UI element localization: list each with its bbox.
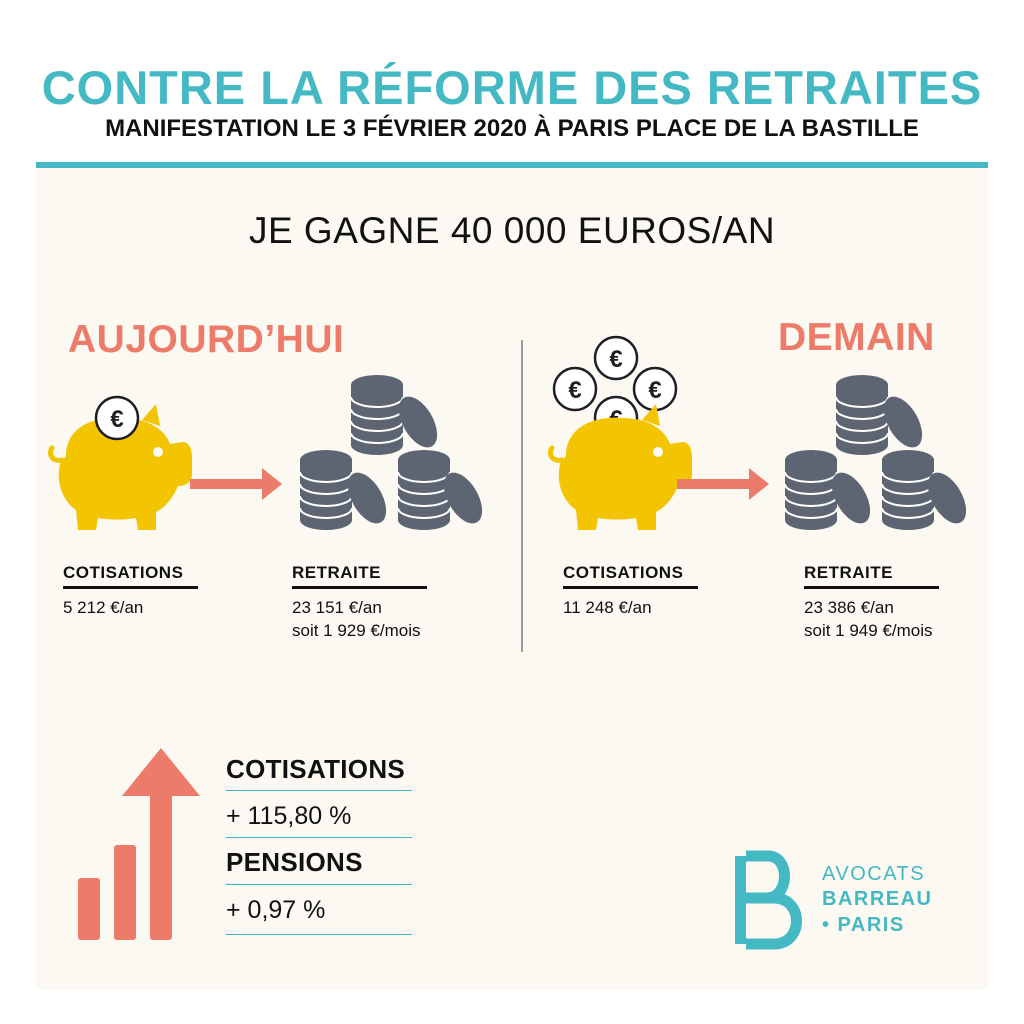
svg-text:€: €	[110, 406, 123, 433]
summary-contributions-label: COTISATIONS	[226, 754, 406, 784]
income-headline: JE GAGNE 40 000 EUROS/AN	[248, 210, 776, 251]
tomorrow-arrow-icon	[677, 468, 769, 500]
today-contributions-rule	[63, 586, 198, 589]
summary-contributions-change: + 115,80 %	[226, 802, 352, 830]
today-coin-stacks-icon	[299, 374, 490, 531]
today-pension-year: 23 151 €/an	[292, 598, 382, 617]
tomorrow-pension-year: 23 386 €/an	[804, 598, 894, 617]
growth-arrow-icon	[78, 748, 200, 940]
summary-rule-1	[226, 790, 412, 791]
today-contributions-label: COTISATIONS	[63, 563, 184, 582]
svg-text:€: €	[609, 346, 622, 373]
column-divider	[521, 340, 523, 652]
svg-text:€: €	[568, 377, 581, 404]
content-panel	[36, 168, 988, 990]
logo-line-barreau: BARREAU	[822, 888, 933, 910]
summary-rule-4	[226, 934, 412, 935]
logo-line-paris: • PARIS	[822, 914, 905, 936]
today-pension-label: RETRAITE	[292, 563, 381, 582]
logo-line-avocats: AVOCATS	[822, 863, 926, 885]
barreau-logo-icon	[735, 850, 802, 950]
tomorrow-pension-month: soit 1 949 €/mois	[804, 621, 933, 640]
today-pension-rule	[292, 586, 427, 589]
svg-text:€: €	[648, 377, 661, 404]
today-euro-coin-icon: €	[94, 395, 140, 441]
today-contributions-value: 5 212 €/an	[63, 598, 144, 617]
summary-rule-3	[226, 884, 412, 885]
tomorrow-contributions-value: 11 248 €/an	[563, 598, 652, 617]
page-subtitle: MANIFESTATION LE 3 FÉVRIER 2020 À PARIS …	[105, 115, 919, 142]
summary-pensions-change: + 0,97 %	[226, 896, 326, 924]
tomorrow-contributions-label: COTISATIONS	[563, 563, 684, 582]
tomorrow-pension-label: RETRAITE	[804, 563, 893, 582]
summary-pensions-label: PENSIONS	[226, 847, 363, 877]
tomorrow-coin-stacks-icon	[784, 374, 974, 531]
tomorrow-pension-rule	[804, 586, 939, 589]
tomorrow-piggy-bank-icon	[550, 404, 692, 530]
tomorrow-contributions-rule	[563, 586, 698, 589]
today-pension-month: soit 1 929 €/mois	[292, 621, 421, 640]
summary-rule-2	[226, 837, 412, 838]
today-heading: AUJOURD’HUI	[68, 318, 345, 361]
page-title: CONTRE LA RÉFORME DES RETRAITES	[41, 61, 983, 114]
tomorrow-heading: DEMAIN	[778, 316, 935, 359]
header-divider	[36, 162, 988, 168]
today-arrow-icon	[190, 468, 282, 500]
